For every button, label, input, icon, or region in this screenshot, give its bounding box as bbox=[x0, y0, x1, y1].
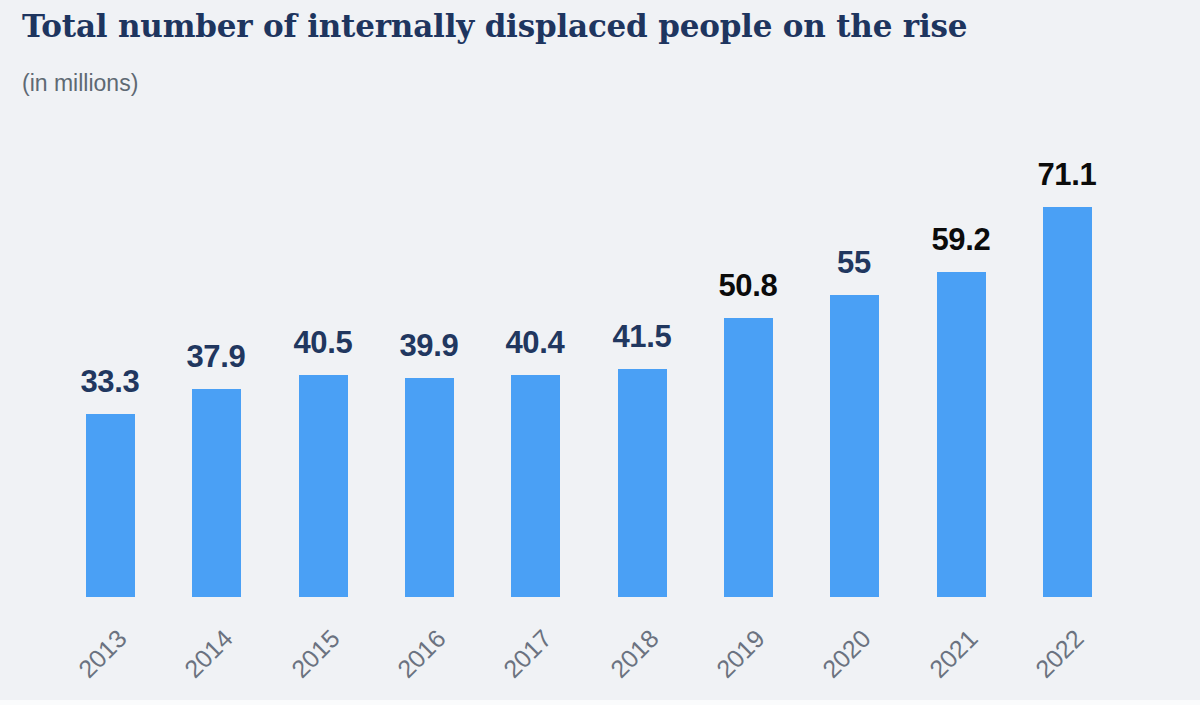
year-label-2016: 2016 bbox=[353, 624, 451, 705]
year-label-2017: 2017 bbox=[459, 624, 557, 705]
bar-2018 bbox=[618, 369, 667, 597]
year-label-2021: 2021 bbox=[885, 624, 983, 705]
year-label-2015: 2015 bbox=[247, 624, 345, 705]
year-label-2022: 2022 bbox=[991, 624, 1089, 705]
bar-2013 bbox=[86, 414, 135, 597]
year-label-2018: 2018 bbox=[566, 624, 664, 705]
bar-2016 bbox=[405, 378, 454, 597]
value-label-2018: 41.5 bbox=[567, 319, 717, 355]
value-label-2022: 71.1 bbox=[992, 157, 1142, 193]
year-label-2014: 2014 bbox=[140, 624, 238, 705]
plot-area: 33.3201337.9201440.5201539.9201640.42017… bbox=[0, 0, 1200, 705]
bar-2019 bbox=[724, 318, 773, 597]
bar-2022 bbox=[1043, 207, 1092, 597]
value-label-2021: 59.2 bbox=[886, 222, 1036, 258]
year-label-2019: 2019 bbox=[672, 624, 770, 705]
bar-2015 bbox=[299, 375, 348, 597]
bottom-strip bbox=[0, 700, 1200, 705]
bar-2014 bbox=[192, 389, 241, 597]
bar-2021 bbox=[937, 272, 986, 597]
year-label-2020: 2020 bbox=[778, 624, 876, 705]
bar-2017 bbox=[511, 375, 560, 597]
bar-chart: Total number of internally displaced peo… bbox=[0, 0, 1200, 705]
bar-2020 bbox=[830, 295, 879, 597]
year-label-2013: 2013 bbox=[34, 624, 132, 705]
